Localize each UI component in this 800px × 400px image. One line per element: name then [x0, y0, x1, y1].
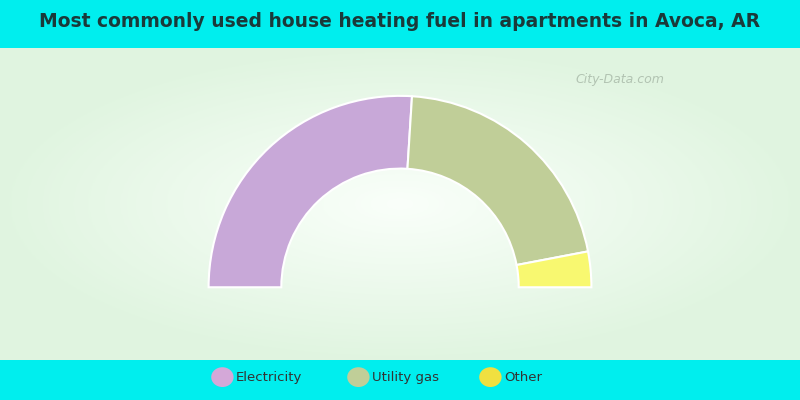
- Wedge shape: [517, 251, 591, 287]
- Ellipse shape: [479, 367, 502, 387]
- Text: City-Data.com: City-Data.com: [575, 73, 664, 86]
- Wedge shape: [407, 96, 588, 265]
- Ellipse shape: [211, 367, 234, 387]
- Wedge shape: [209, 96, 412, 287]
- Text: Most commonly used house heating fuel in apartments in Avoca, AR: Most commonly used house heating fuel in…: [39, 12, 761, 31]
- Text: Utility gas: Utility gas: [372, 371, 439, 384]
- Ellipse shape: [347, 367, 370, 387]
- Text: Electricity: Electricity: [236, 371, 302, 384]
- Text: Other: Other: [504, 371, 542, 384]
